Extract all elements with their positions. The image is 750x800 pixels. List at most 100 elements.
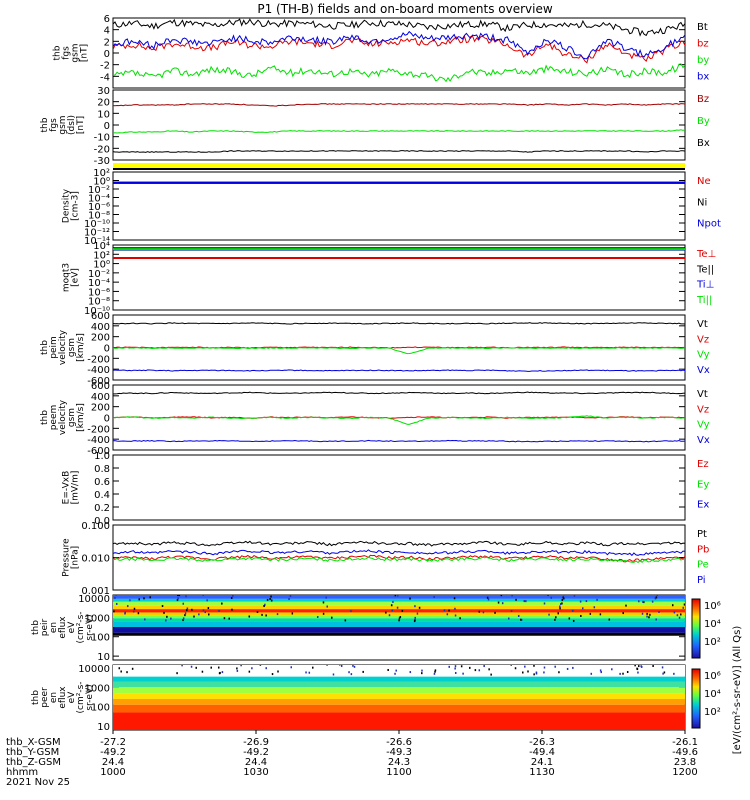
- spectrogram-speckle: [184, 614, 186, 617]
- spectrogram-speckle: [580, 614, 582, 617]
- x-row-label: hhmm: [6, 767, 38, 778]
- spectrogram-speckle: [291, 612, 294, 615]
- spectrogram-speckle: [394, 595, 397, 597]
- series-Pt: [113, 540, 685, 547]
- spectrogram-speckle: [270, 595, 272, 598]
- legend-Pe: Pe: [697, 560, 709, 571]
- spectrogram-speckle: [199, 657, 201, 659]
- spectrogram-speckle: [569, 660, 571, 662]
- spectrogram-speckle: [567, 588, 569, 590]
- series-Bz: [113, 103, 685, 107]
- spectrogram-speckle: [396, 606, 399, 609]
- series-line: [113, 30, 685, 60]
- spectrogram-speckle: [652, 665, 654, 668]
- series-Vy: [113, 346, 685, 355]
- y-tick-label: -200: [87, 424, 110, 435]
- colorbar-title: [eV/(cm²-s-sr-eV)] (All Qs): [732, 626, 743, 755]
- spectrogram-speckle: [568, 617, 571, 620]
- spectrogram-speckle: [344, 619, 347, 622]
- y-tick-label: -20: [94, 144, 110, 155]
- spectrogram-speckle: [659, 657, 661, 659]
- legend-Bt: Bt: [697, 22, 708, 33]
- spectrogram-speckle: [558, 671, 560, 674]
- y-tick-label: 0: [104, 121, 110, 132]
- y-axis-label: fgs: [49, 118, 59, 132]
- spectrogram-speckle: [411, 592, 413, 594]
- spectrogram-speckle: [515, 598, 517, 601]
- series-line: [113, 18, 685, 37]
- series-line: [113, 129, 685, 134]
- colorbar-tick-label: 10⁶: [704, 601, 721, 612]
- spectrogram-speckle: [230, 596, 233, 599]
- spectrogram-speckle: [261, 613, 263, 616]
- panel-5: thb peim velocity gsm [km/s] 6004002000-200-4…: [40, 311, 710, 387]
- spectrogram-speckle: [401, 656, 403, 658]
- legend-Ey: Ey: [697, 479, 709, 490]
- spectrogram-band: [113, 632, 685, 636]
- spectrogram-speckle: [395, 669, 397, 672]
- spectrogram-speckle: [608, 655, 610, 657]
- panel-10: thb peer en eflux eV (cm²-s-sr-eV) 10000 1000 10…: [31, 650, 721, 733]
- y-tick-label: 600: [91, 311, 110, 322]
- y-tick-label: 10: [97, 652, 110, 663]
- legend-Ti||: Ti||: [696, 295, 712, 306]
- spectrogram-speckle: [419, 650, 421, 652]
- y-axis-label: eflux: [58, 686, 68, 709]
- legend-Vy: Vy: [697, 350, 710, 361]
- panel-9: thb peir en eflux eV (cm²-s-sr-eV) 10000 1000 10…: [31, 586, 721, 663]
- spectrogram-speckle: [418, 663, 420, 665]
- spectrogram-speckle: [314, 657, 316, 659]
- spectrogram-speckle: [182, 619, 184, 622]
- legend-Ni: Ni: [697, 197, 707, 208]
- spectrogram-speckle: [535, 672, 538, 675]
- spectrogram-speckle: [397, 595, 399, 597]
- spectrogram-speckle: [641, 612, 644, 615]
- spectrogram-speckle: [584, 651, 586, 653]
- spectrogram-speckle: [573, 595, 576, 597]
- spectrogram-speckle: [392, 600, 394, 603]
- spectrogram-speckle: [655, 661, 657, 663]
- spectrogram-speckle: [385, 611, 387, 614]
- spectrogram-speckle: [535, 671, 538, 674]
- x-row-value: -49.6: [672, 747, 698, 758]
- spectrogram-speckle: [561, 602, 563, 605]
- x-row-label: thb_Y-GSM: [6, 747, 59, 758]
- series-line: [113, 540, 685, 547]
- spectrogram-speckle: [566, 586, 568, 588]
- y-axis-label: [nT]: [80, 44, 90, 62]
- legend-Vx: Vx: [697, 435, 710, 446]
- spectrogram-speckle: [322, 601, 325, 604]
- panel-frame: [112, 89, 686, 161]
- spectrogram-speckle: [177, 597, 179, 600]
- spectrogram-band: [113, 595, 685, 599]
- spectrogram-speckle: [500, 595, 503, 597]
- y-axis-label: peim: [49, 336, 59, 359]
- panel-7: E=-VxB [mV/m] 1.0 0.8 0.6 0.4 0.2 0.0 Ez Ey Ex: [62, 451, 710, 527]
- spectrogram-speckle: [218, 610, 220, 613]
- spectrogram-speckle: [166, 615, 168, 618]
- panel-data: [113, 586, 685, 636]
- y-tick-label: 10⁻⁸: [88, 297, 110, 308]
- spectrogram-speckle: [181, 587, 183, 589]
- spectrogram-speckle: [468, 656, 470, 658]
- spectrogram-speckle: [253, 656, 255, 658]
- spectrogram-speckle: [646, 615, 648, 618]
- y-axis-label: thb: [40, 340, 50, 355]
- spectrogram-speckle: [322, 612, 325, 615]
- spectrogram-speckle: [305, 671, 307, 674]
- spectrogram-speckle: [308, 671, 311, 674]
- legend-Pi: Pi: [697, 575, 706, 586]
- spectrogram-speckle: [543, 666, 546, 669]
- spectrogram-speckle: [510, 587, 512, 589]
- spectrogram-speckle: [649, 613, 651, 616]
- legend-Npot: Npot: [697, 219, 721, 230]
- spectrogram-speckle: [563, 595, 565, 596]
- y-tick-label: 400: [91, 392, 110, 403]
- series-line: [113, 34, 685, 64]
- spectrogram-speckle: [115, 661, 117, 663]
- y-tick-label: 6: [104, 14, 110, 25]
- y-tick-label: 10000: [78, 594, 110, 605]
- spectrogram-speckle: [634, 665, 636, 667]
- spectrogram-speckle: [655, 596, 658, 599]
- spectrogram-speckle: [599, 613, 602, 616]
